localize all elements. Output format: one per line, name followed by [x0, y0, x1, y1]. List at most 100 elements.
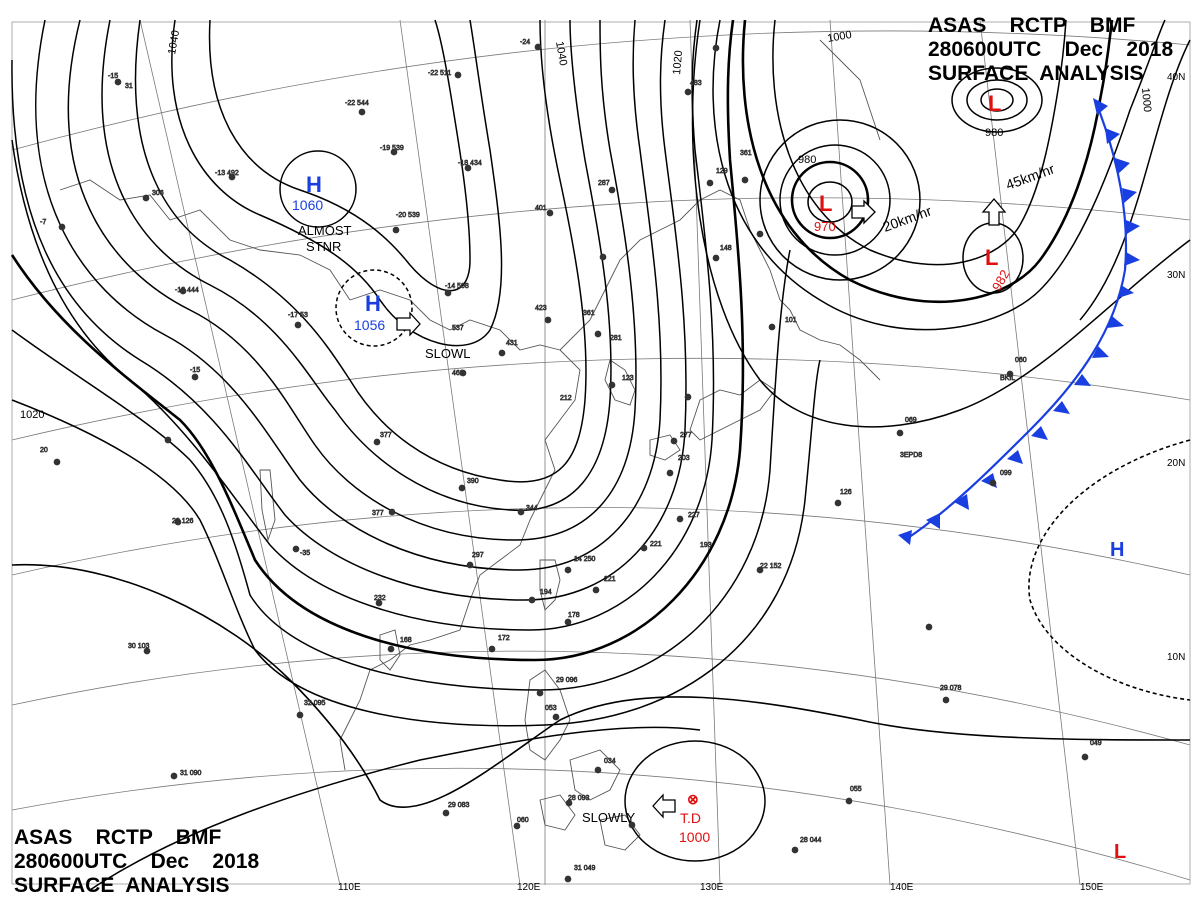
svg-text:22 152: 22 152: [760, 563, 782, 570]
high-3-letter: H: [1110, 539, 1124, 561]
svg-text:053: 053: [545, 705, 557, 712]
td-pressure: 1000: [679, 829, 710, 845]
isobar-label-980b: 980: [985, 127, 1003, 139]
header-top-line2: 280600UTC Dec 2018: [928, 38, 1174, 61]
svg-text:28 044: 28 044: [800, 837, 822, 844]
lon-label-140e: 140E: [890, 882, 914, 893]
svg-text:361: 361: [583, 310, 595, 317]
svg-text:129: 129: [716, 168, 728, 175]
svg-text:123: 123: [622, 375, 634, 382]
header-bottom-line3: SURFACE ANALYSIS: [14, 874, 230, 897]
svg-text:277: 277: [680, 432, 692, 439]
svg-text:-20 539: -20 539: [396, 212, 420, 219]
svg-text:423: 423: [535, 305, 547, 312]
isobar-label-1000b: 1000: [1139, 87, 1153, 112]
svg-text:060: 060: [1015, 357, 1027, 364]
isobar-label-1000a: 1000: [826, 29, 852, 45]
svg-text:-7: -7: [40, 219, 46, 226]
cold-front: [898, 98, 1140, 545]
svg-text:361: 361: [740, 150, 752, 157]
high-2-pressure: 1056: [354, 317, 385, 333]
lat-label-40n: 40N: [1167, 72, 1185, 83]
header-bottom-line1: ASAS RCTP BMF: [14, 826, 222, 849]
svg-text:377: 377: [380, 432, 392, 439]
svg-text:227: 227: [688, 512, 700, 519]
svg-text:401: 401: [535, 205, 547, 212]
svg-text:23 126: 23 126: [172, 518, 194, 525]
svg-text:31 049: 31 049: [574, 865, 596, 872]
svg-text:344: 344: [526, 505, 538, 512]
lat-label-20n: 20N: [1167, 458, 1185, 469]
low-1-letter: L: [819, 191, 832, 216]
svg-text:221: 221: [604, 576, 616, 583]
svg-text:232: 232: [374, 595, 386, 602]
svg-text:31: 31: [125, 83, 133, 90]
svg-text:212: 212: [560, 395, 572, 402]
low-2-motion-arrow: [981, 197, 1007, 226]
svg-text:-35: -35: [300, 550, 310, 557]
svg-text:306: 306: [152, 190, 164, 197]
latitude-lines: [11, 30, 1191, 881]
svg-text:-15: -15: [190, 367, 200, 374]
station-plots: -15 31 306 -7 -13 492 -19 539 -18 434 -24 -22 …: [40, 39, 1102, 883]
svg-text:-22 511: -22 511: [428, 70, 451, 77]
high-1-motion-line1: ALMOST: [298, 223, 352, 238]
isobar-label-1040a: 1040: [166, 29, 182, 55]
lat-label-10n: 10N: [1167, 652, 1185, 663]
svg-text:060: 060: [517, 817, 529, 824]
lat-label-30n: 30N: [1167, 270, 1185, 281]
low-3-letter: L: [988, 91, 1001, 116]
chart-header-top: ASAS RCTP BMF 280600UTC Dec 2018 SURFACE…: [928, 14, 1173, 86]
lon-label-120e: 120E: [517, 882, 541, 893]
svg-text:281: 281: [610, 335, 622, 342]
isobar-label-1040b: 1040: [553, 40, 569, 66]
lon-label-150e: 150E: [1080, 882, 1104, 893]
svg-text:31 090: 31 090: [180, 770, 202, 777]
svg-text:055: 055: [850, 786, 862, 793]
high-2-letter: H: [365, 291, 381, 316]
svg-text:390: 390: [467, 478, 479, 485]
low-2-letter: L: [985, 245, 998, 270]
lon-label-110e: 110E: [338, 882, 361, 893]
header-top-line3: SURFACE ANALYSIS: [928, 62, 1144, 85]
isobar-label-980a: 980: [798, 154, 816, 166]
svg-text:-17 53: -17 53: [288, 312, 308, 319]
high-1-motion-line2: STNR: [306, 239, 341, 254]
svg-text:29 083: 29 083: [448, 802, 470, 809]
svg-text:30 103: 30 103: [128, 643, 150, 650]
svg-text:14 250: 14 250: [574, 556, 596, 563]
svg-text:148: 148: [720, 245, 732, 252]
svg-text:-14 508: -14 508: [445, 283, 469, 290]
header-top-line1: ASAS RCTP BMF: [928, 14, 1136, 37]
svg-text:-22 544: -22 544: [345, 100, 369, 107]
header-bottom-line2: 280600UTC Dec 2018: [14, 850, 260, 873]
low-1-motion-arrow: [851, 199, 876, 225]
svg-text:287: 287: [598, 180, 610, 187]
svg-text:29 096: 29 096: [556, 677, 578, 684]
svg-text:537: 537: [452, 325, 464, 332]
svg-text:20: 20: [40, 447, 48, 454]
map-frame: [11, 21, 1191, 885]
td-motion-arrow: [652, 793, 676, 819]
svg-text:377: 377: [372, 510, 384, 517]
svg-text:BKIL: BKIL: [1000, 375, 1015, 382]
svg-text:-13 444: -13 444: [175, 287, 199, 294]
svg-text:3EPD8: 3EPD8: [900, 452, 922, 459]
td-motion: SLOWLY: [582, 810, 636, 825]
high-1-pressure: 1060: [292, 197, 323, 213]
svg-text:101: 101: [785, 317, 797, 324]
svg-text:-15: -15: [108, 73, 118, 80]
svg-text:-18 434: -18 434: [458, 160, 482, 167]
low-4-letter: L: [1114, 841, 1126, 863]
svg-text:193: 193: [700, 542, 712, 549]
isobar-label-1020a: 1020: [20, 409, 44, 421]
low-1-pressure: 970: [814, 219, 836, 234]
high-2-motion-arrow: [396, 311, 421, 337]
high-2-motion: SLOWL: [425, 346, 471, 361]
svg-text:099: 099: [1000, 470, 1012, 477]
lon-label-130e: 130E: [700, 882, 724, 893]
td-label: T.D: [680, 810, 701, 826]
td-symbol: ⊗: [687, 791, 699, 807]
svg-text:203: 203: [678, 455, 690, 462]
